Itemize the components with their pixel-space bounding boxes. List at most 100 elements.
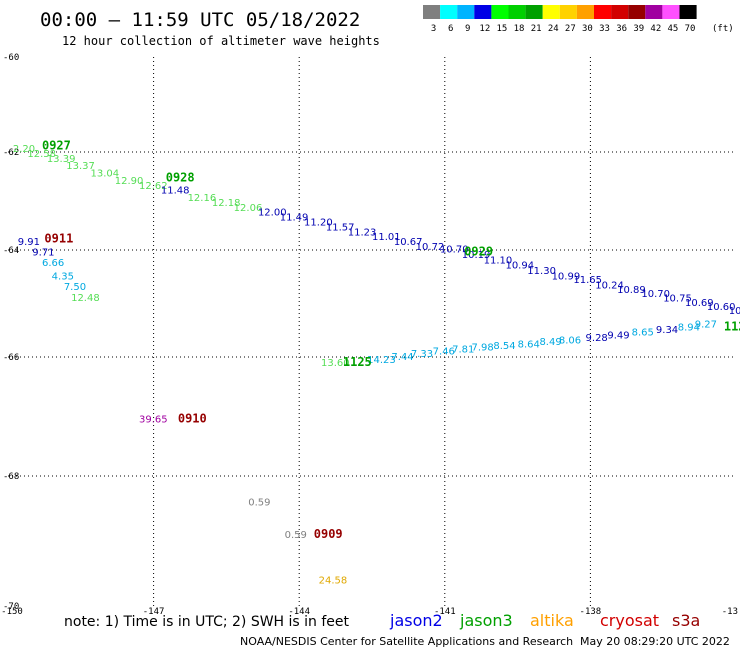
wave-height-label: 7.46 bbox=[433, 346, 455, 357]
wave-height-label: 9.91 bbox=[18, 237, 40, 248]
colorbar-label: 39 bbox=[633, 24, 644, 34]
wave-height-label: 7.50 bbox=[64, 282, 86, 293]
wave-height-label: 12.18 bbox=[212, 198, 241, 209]
colorbar-label: 45 bbox=[668, 24, 679, 34]
colorbar-label: 27 bbox=[565, 24, 576, 34]
wave-height-label: 8.49 bbox=[539, 337, 561, 348]
wave-height-label: 9.49 bbox=[607, 330, 629, 341]
satellite-legend-entry: jason3 bbox=[459, 611, 513, 630]
wave-height-label: 11.20 bbox=[304, 218, 333, 229]
x-tick-label: -150 bbox=[1, 607, 23, 617]
x-tick-label: -138 bbox=[580, 607, 602, 617]
satellite-legend-entry: s3a bbox=[672, 611, 700, 630]
wave-height-label: 13.04 bbox=[91, 169, 120, 180]
colorbar-swatch bbox=[611, 5, 629, 19]
footer-note: note: 1) Time is in UTC; 2) SWH is in fe… bbox=[64, 614, 350, 630]
chart-subtitle: 12 hour collection of altimeter wave hei… bbox=[62, 34, 380, 48]
wave-height-label: 13.39 bbox=[47, 154, 76, 165]
y-tick-label: -68 bbox=[3, 472, 19, 482]
colorbar-swatch bbox=[662, 5, 680, 19]
colorbar-label: 36 bbox=[616, 24, 627, 34]
colorbar-swatch bbox=[491, 5, 509, 19]
colorbar-swatch bbox=[474, 5, 492, 19]
wave-height-label: 0.59 bbox=[285, 530, 307, 541]
wave-height-label: 12.62 bbox=[139, 181, 168, 192]
y-tick-label: -60 bbox=[3, 53, 19, 63]
wave-height-label: 13.60 bbox=[321, 358, 350, 369]
wave-height-label: 7.33 bbox=[411, 349, 433, 360]
colorbar-label: 30 bbox=[582, 24, 593, 34]
x-tick-label: -13 bbox=[722, 607, 738, 617]
colorbar-swatch bbox=[440, 5, 458, 19]
wave-height-label: 14.23 bbox=[367, 355, 396, 366]
wave-height-label: 10.89 bbox=[617, 285, 646, 296]
wave-height-label: 6.66 bbox=[42, 258, 64, 269]
satellite-legend-entry: cryosat bbox=[600, 611, 659, 630]
pass-time-label: 0909 bbox=[314, 527, 343, 541]
wave-height-label: 10.75 bbox=[663, 293, 692, 304]
colorbar-swatch bbox=[594, 5, 612, 19]
wave-height-label: 9.27 bbox=[695, 320, 717, 331]
colorbar-label: 6 bbox=[448, 24, 453, 34]
wave-height-label: 12.58 bbox=[27, 149, 56, 160]
colorbar-swatch bbox=[508, 5, 526, 19]
wave-height-label: 11.30 bbox=[527, 266, 556, 277]
wave-height-label: 7.44 bbox=[391, 352, 413, 363]
colorbar-label: 24 bbox=[548, 24, 559, 34]
colorbar-swatch bbox=[542, 5, 560, 19]
wave-height-label: 10.94 bbox=[505, 261, 534, 272]
wave-height-label: 10.19 bbox=[462, 250, 491, 261]
wave-height-label: 11.01 bbox=[372, 232, 401, 243]
wave-height-label: 11.65 bbox=[573, 275, 602, 286]
colorbar-label: 3 bbox=[431, 24, 436, 34]
satellite-legend-entry: altika bbox=[530, 611, 574, 630]
colorbar-label: 42 bbox=[650, 24, 661, 34]
grid-lines bbox=[8, 57, 736, 606]
wave-height-label: 11.23 bbox=[348, 227, 377, 238]
wave-height-label: 39.65 bbox=[139, 414, 168, 425]
tick-labels: -70 -68 -66 -64 -62 -60 -150 -147 -144 -141 -138 -1… bbox=[1, 53, 738, 617]
colorbar-swatch bbox=[576, 5, 594, 19]
wave-height-label: 10.69 bbox=[685, 298, 714, 309]
wave-height-label: 24.58 bbox=[319, 575, 348, 586]
colorbar-label: 15 bbox=[497, 24, 508, 34]
footer-timestamp: May 20 08:29:20 UTC 2022 bbox=[580, 635, 730, 648]
pass-time-label: 0911 bbox=[44, 232, 73, 246]
colorbar-units: (ft) bbox=[712, 24, 734, 34]
colorbar-label: 70 bbox=[685, 24, 696, 34]
wave-labels: 2.2012.5813.3913.3713.0412.9012.6211.481… bbox=[13, 144, 740, 586]
time-labels: 0927 0928 0911 0929 1125 1126 0910 0909 bbox=[42, 139, 740, 541]
colorbar-label: 21 bbox=[531, 24, 542, 34]
colorbar-swatch bbox=[457, 5, 475, 19]
y-tick-label: -62 bbox=[3, 148, 19, 158]
wave-height-label: 10.67 bbox=[394, 237, 423, 248]
wave-height-label: 9.71 bbox=[32, 247, 54, 258]
wave-height-label: 9.28 bbox=[586, 333, 608, 344]
colorbar: 3 6 9 12 15 18 21 24 27 30 33 36 39 42 45 70 bbox=[423, 5, 697, 34]
wave-height-label: 11.48 bbox=[161, 186, 190, 197]
wave-height-label: 11.10 bbox=[484, 255, 513, 266]
wave-height-label: 10.24 bbox=[595, 281, 624, 292]
wave-height-label: 11.49 bbox=[280, 213, 309, 224]
colorbar-label: 12 bbox=[479, 24, 490, 34]
pass-time-label: 1126 bbox=[724, 319, 740, 333]
colorbar-swatch bbox=[645, 5, 663, 19]
wave-height-label: 8.06 bbox=[559, 336, 581, 347]
pass-time-label: 0929 bbox=[464, 244, 493, 258]
wave-height-label: 7.81 bbox=[452, 345, 474, 356]
wave-height-label: 10.70 bbox=[440, 245, 469, 256]
chart-title: 00:00 – 11:59 UTC 05/18/2022 bbox=[40, 9, 360, 31]
footer-credit: NOAA/NESDIS Center for Satellite Applica… bbox=[240, 635, 573, 648]
wave-height-label: 12.06 bbox=[234, 203, 263, 214]
satellite-legend: jason2 jason3 altika cryosat s3a bbox=[389, 611, 700, 630]
pass-time-label: 1125 bbox=[343, 355, 372, 369]
colorbar-label: 9 bbox=[465, 24, 470, 34]
colorbar-swatch bbox=[679, 5, 697, 19]
wave-height-label: 8.94 bbox=[678, 322, 700, 333]
wave-height-label: 7.98 bbox=[471, 343, 493, 354]
wave-height-label: 4.35 bbox=[52, 271, 74, 282]
wave-height-label: 12.90 bbox=[115, 176, 144, 187]
wave-height-label: 10.72 bbox=[416, 242, 445, 253]
x-tick-label: -144 bbox=[288, 607, 310, 617]
pass-time-label: 0910 bbox=[178, 411, 207, 425]
